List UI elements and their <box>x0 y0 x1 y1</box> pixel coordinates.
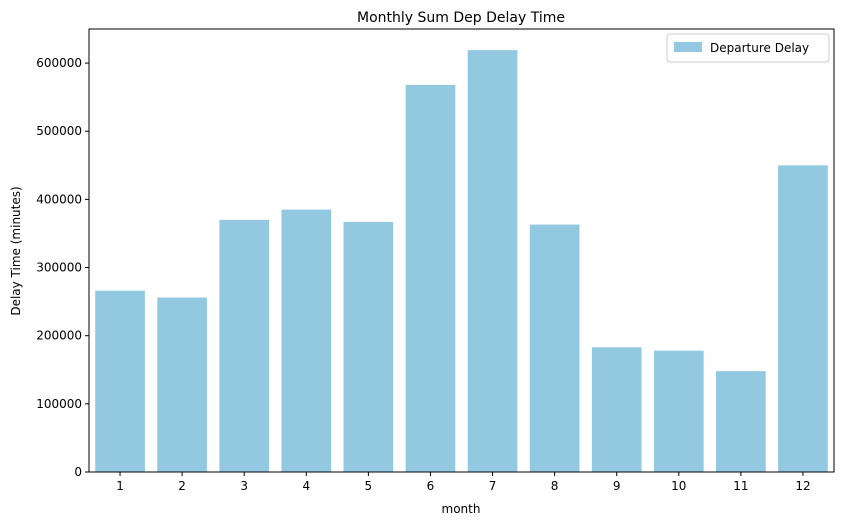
x-tick-label: 2 <box>178 479 186 493</box>
bar-month-6 <box>405 84 456 472</box>
x-tick-label: 9 <box>613 479 621 493</box>
chart-title: Monthly Sum Dep Delay Time <box>357 10 565 26</box>
x-tick-label: 3 <box>240 479 248 493</box>
y-tick-label: 400000 <box>36 192 82 206</box>
bar-month-8 <box>529 224 580 472</box>
bar-month-3 <box>219 219 270 472</box>
legend-swatch <box>674 42 702 52</box>
bar-month-10 <box>653 350 704 472</box>
legend: Departure Delay <box>666 33 830 63</box>
bar-month-4 <box>281 209 332 473</box>
bar-month-5 <box>343 221 394 472</box>
bar-month-1 <box>95 290 145 472</box>
x-axis-label: month <box>442 502 481 516</box>
bar-month-12 <box>778 165 828 472</box>
x-tick-label: 6 <box>427 479 435 493</box>
x-tick-label: 5 <box>365 479 373 493</box>
bar-month-7 <box>467 50 518 472</box>
bar-month-11 <box>716 371 766 472</box>
legend-box <box>666 33 830 63</box>
plot-frame <box>88 28 835 473</box>
x-tick-label: 7 <box>489 479 497 493</box>
bar-month-9 <box>591 347 642 472</box>
x-tick-label: 11 <box>733 479 748 493</box>
bar-month-2 <box>157 297 207 472</box>
plot-area <box>88 28 835 473</box>
x-tick-label: 8 <box>551 479 559 493</box>
y-tick-label: 0 <box>74 465 82 479</box>
x-axis: 1 2 3 4 5 6 7 8 9 10 11 12 <box>116 472 811 493</box>
y-axis: 0 100000 200000 300000 400000 500000 600000 <box>36 56 89 479</box>
y-axis-label: Delay Time (minutes) <box>9 186 23 315</box>
x-tick-label: 1 <box>116 479 124 493</box>
y-tick-label: 500000 <box>36 124 82 138</box>
y-tick-label: 600000 <box>36 56 82 70</box>
y-tick-label: 100000 <box>36 397 82 411</box>
x-tick-label: 10 <box>671 479 686 493</box>
x-tick-label: 12 <box>795 479 810 493</box>
legend-label: Departure Delay <box>710 41 809 55</box>
y-tick-label: 300000 <box>36 261 82 275</box>
x-tick-label: 4 <box>302 479 310 493</box>
y-tick-label: 200000 <box>36 329 82 343</box>
